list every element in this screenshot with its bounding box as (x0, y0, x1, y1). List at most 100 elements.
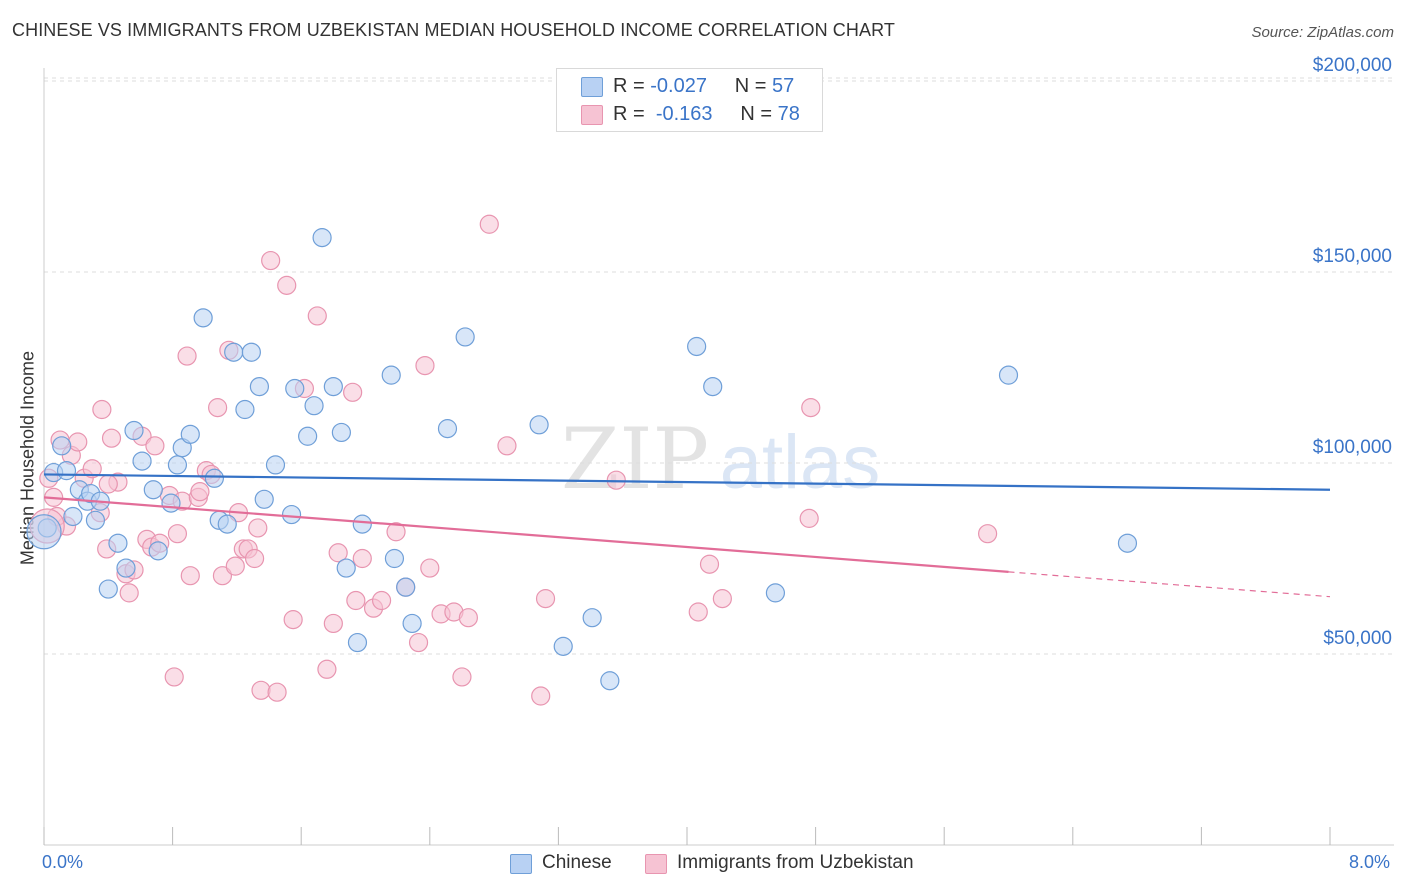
chinese-point (281, 504, 302, 525)
uzbekistan-point (212, 566, 233, 586)
legend-swatch-uzbekistan (645, 854, 667, 874)
uzbekistan-point (267, 682, 287, 702)
uzbekistan-point (177, 346, 197, 366)
chinese-point (235, 399, 255, 420)
chinese-point (85, 510, 106, 530)
chinese-point (304, 396, 324, 416)
uzbekistan-point (328, 543, 348, 563)
uzbekistan-point (119, 583, 139, 603)
chinese-point (193, 308, 213, 328)
chinese-point (116, 558, 136, 578)
uzbekistan-point (352, 548, 372, 569)
uzbekistan-point (415, 355, 435, 376)
uzbekistan-point (307, 306, 327, 326)
chinese-point (396, 577, 416, 597)
chinese-point (437, 419, 458, 439)
watermark: ZIP atlas (561, 410, 880, 508)
legend-swatch-chinese (581, 77, 603, 97)
chinese-point (703, 377, 723, 397)
legend-r-label: R = (613, 103, 645, 125)
chinese-point (148, 541, 168, 561)
chart-title: CHINESE VS IMMIGRANTS FROM UZBEKISTAN ME… (12, 20, 895, 40)
chinese-point (312, 228, 332, 248)
series-chinese-points (26, 228, 1138, 691)
chinese-point (217, 514, 237, 534)
chinese-point (347, 632, 368, 653)
chinese-point (582, 608, 602, 628)
chinese-point (402, 613, 422, 634)
uzbekistan-point (452, 667, 472, 687)
source-label: Source: ZipAtlas.com (1251, 24, 1394, 41)
uzbekistan-point (92, 399, 112, 420)
uzbekistan-point (371, 590, 392, 611)
chinese-point (285, 378, 305, 399)
legend-n-value: 78 (777, 103, 800, 125)
uzbekistan-trend-line (43, 496, 1009, 573)
uzbekistan-point (98, 474, 118, 494)
chinese-point (600, 671, 620, 691)
axes (43, 68, 1394, 846)
legend-swatch-uzbekistan (581, 105, 603, 125)
chinese-point (52, 436, 72, 456)
y-tick-label: $50,000 (1323, 628, 1392, 649)
uzbekistan-point (978, 524, 998, 544)
uzbekistan-point (82, 459, 102, 479)
chinese-point (56, 461, 77, 481)
chinese-point (765, 583, 786, 603)
chinese-point (241, 342, 261, 362)
correlation-legend: R = -0.027 N = 57 R = -0.163 N = 78 (556, 68, 823, 132)
chinese-trend-line (43, 473, 1331, 491)
y-tick-labels: $50,000 $100,000 $150,000 $200,000 (1313, 55, 1392, 649)
chinese-point (161, 493, 181, 513)
uzbekistan-point (386, 522, 406, 542)
chinese-point (26, 514, 62, 550)
legend-label-chinese: Chinese (542, 852, 612, 873)
chinese-point (687, 336, 707, 357)
uzbekistan-point (167, 524, 188, 544)
uzbekistan-point (251, 680, 271, 700)
watermark-zip: ZIP (561, 410, 709, 508)
chinese-point (331, 422, 351, 443)
uzbekistan-point (531, 686, 551, 706)
chinese-point (63, 506, 83, 527)
chinese-point (336, 558, 356, 578)
legend-swatch-chinese (510, 854, 532, 874)
uzbekistan-point (408, 632, 429, 653)
uzbekistan-point (420, 558, 440, 578)
uzbekistan-point (190, 482, 210, 502)
chinese-point (384, 548, 405, 569)
chinese-point (455, 327, 475, 347)
chinese-point (553, 636, 573, 656)
uzbekistan-point (164, 667, 184, 687)
chinese-point (124, 420, 144, 441)
uzbekistan-point (343, 382, 363, 402)
chinese-point (529, 415, 549, 435)
y-tick-label: $200,000 (1313, 55, 1392, 76)
uzbekistan-point (145, 436, 165, 456)
x-tick-label-min: 0.0% (42, 852, 84, 872)
uzbekistan-point (799, 508, 819, 528)
chinese-point (381, 365, 401, 385)
chinese-point (998, 365, 1019, 385)
chinese-point (254, 489, 274, 509)
trend-lines (43, 473, 1331, 598)
uzbekistan-point (497, 436, 517, 456)
uzbekistan-point (277, 275, 297, 295)
chinese-point (180, 424, 200, 444)
uzbekistan-point (248, 518, 268, 538)
chinese-point (352, 514, 372, 534)
legend-r-value: -0.163 (655, 103, 713, 125)
chinese-point (224, 342, 244, 362)
uzbekistan-point (535, 589, 556, 609)
chinese-point (108, 533, 128, 553)
uzbekistan-point (244, 548, 265, 569)
chinese-point (167, 455, 188, 475)
y-tick-label: $100,000 (1313, 437, 1392, 458)
uzbekistan-point (801, 398, 821, 418)
chinese-point (1117, 533, 1138, 553)
uzbekistan-point (317, 659, 337, 679)
legend-n-value: 57 (772, 75, 795, 97)
gridlines (44, 77, 1394, 655)
chinese-point (265, 455, 286, 475)
